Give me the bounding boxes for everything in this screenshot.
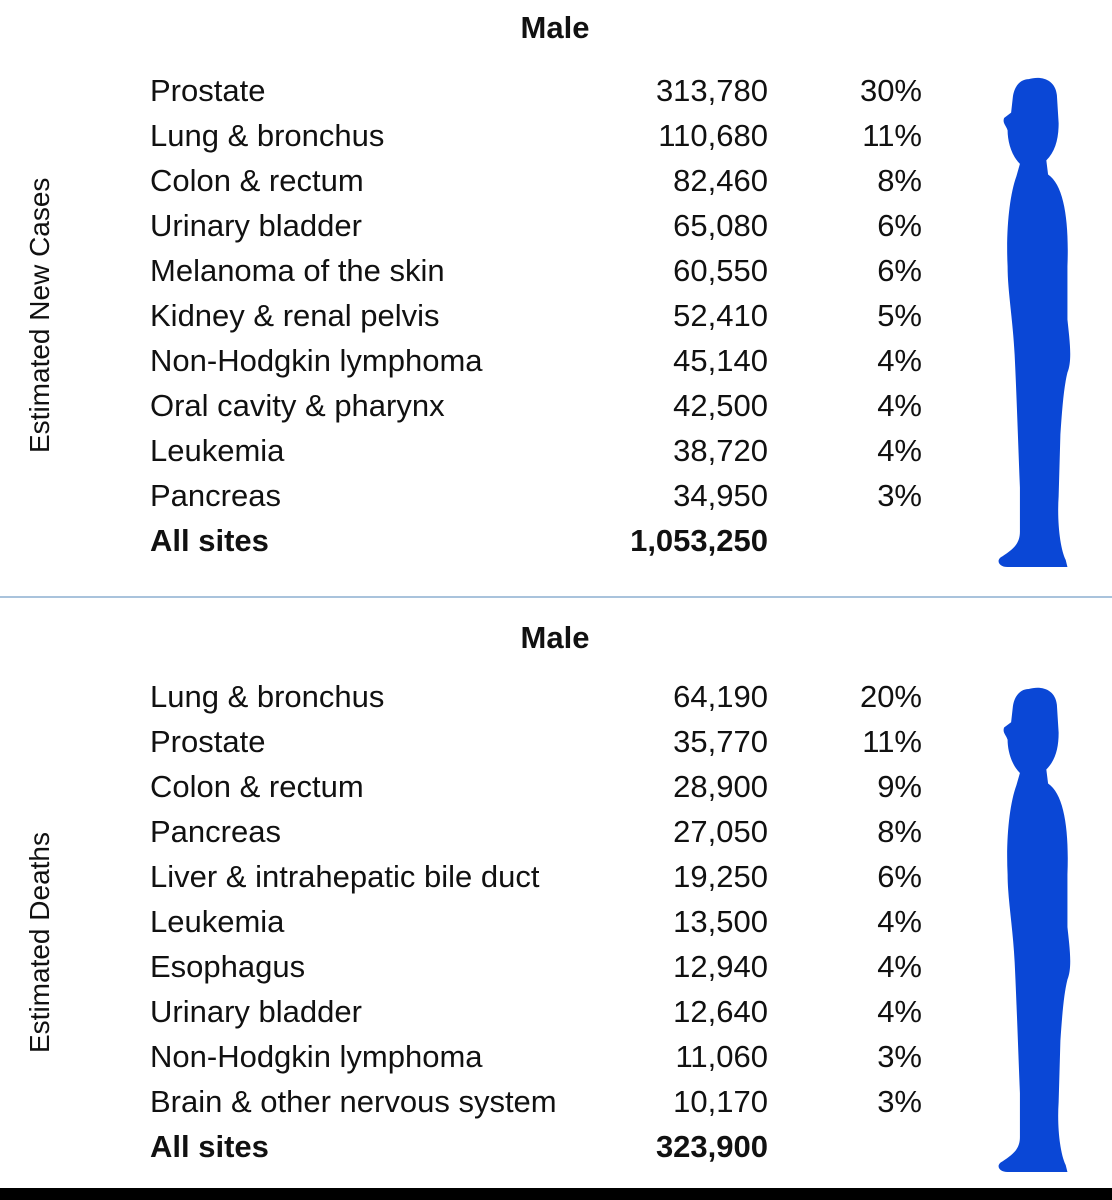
percent: 11% — [862, 724, 922, 759]
site-name: Non-Hodgkin lymphoma — [150, 343, 483, 378]
percent: 4% — [877, 949, 922, 984]
percent: 6% — [877, 859, 922, 894]
site-name: Oral cavity & pharynx — [150, 388, 445, 423]
percent: 6% — [877, 208, 922, 243]
table-row: Leukemia 13,500 4% — [0, 899, 960, 944]
total-count: 1,053,250 — [630, 523, 768, 558]
table-row: Brain & other nervous system 10,170 3% — [0, 1079, 960, 1124]
death-count: 64,190 — [673, 679, 768, 714]
percent: 4% — [877, 433, 922, 468]
total-row: All sites 323,900 — [0, 1124, 960, 1169]
site-name: Lung & bronchus — [150, 679, 385, 714]
percent: 5% — [877, 298, 922, 333]
case-count: 82,460 — [673, 163, 768, 198]
death-count: 13,500 — [673, 904, 768, 939]
new-cases-section: Male Estimated New Cases Prostate 313,78… — [0, 0, 1112, 596]
site-name: Esophagus — [150, 949, 306, 984]
site-name: Leukemia — [150, 904, 285, 939]
death-count: 10,170 — [673, 1084, 768, 1119]
percent: 11% — [862, 118, 922, 153]
site-name: Prostate — [150, 724, 266, 759]
death-count: 28,900 — [673, 769, 768, 804]
percent: 4% — [877, 904, 922, 939]
percent: 4% — [877, 994, 922, 1029]
percent: 3% — [877, 1084, 922, 1119]
percent: 3% — [877, 1039, 922, 1074]
percent: 3% — [877, 478, 922, 513]
sex-title: Male — [520, 620, 590, 655]
table-rows: Prostate 313,780 30% Lung & bronchus 110… — [0, 68, 960, 563]
percent: 20% — [859, 679, 922, 714]
site-name: Non-Hodgkin lymphoma — [150, 1039, 483, 1074]
table-row: Lung & bronchus 64,190 20% — [0, 674, 960, 719]
table-row: Liver & intrahepatic bile duct 19,250 6% — [0, 854, 960, 899]
table-row: Kidney & renal pelvis 52,410 5% — [0, 293, 960, 338]
site-name: Colon & rectum — [150, 769, 364, 804]
table-rows: Lung & bronchus 64,190 20% Prostate 35,7… — [0, 674, 960, 1169]
death-count: 27,050 — [673, 814, 768, 849]
percent: 9% — [877, 769, 922, 804]
site-name: Kidney & renal pelvis — [150, 298, 440, 333]
site-name: Lung & bronchus — [150, 118, 385, 153]
table-row: Colon & rectum 28,900 9% — [0, 764, 960, 809]
table-row: Prostate 35,770 11% — [0, 719, 960, 764]
site-name: Pancreas — [150, 814, 281, 849]
case-count: 34,950 — [673, 478, 768, 513]
site-name: Melanoma of the skin — [150, 253, 445, 288]
table-row: Colon & rectum 82,460 8% — [0, 158, 960, 203]
death-count: 35,770 — [673, 724, 768, 759]
death-count: 11,060 — [675, 1039, 768, 1074]
table-row: Urinary bladder 65,080 6% — [0, 203, 960, 248]
death-count: 12,640 — [673, 994, 768, 1029]
site-name: Urinary bladder — [150, 208, 362, 243]
table-row: Lung & bronchus 110,680 11% — [0, 113, 960, 158]
percent: 4% — [877, 388, 922, 423]
male-silhouette-icon — [990, 682, 1078, 1172]
percent: 8% — [877, 814, 922, 849]
total-count: 323,900 — [655, 1129, 768, 1164]
case-count: 42,500 — [673, 388, 768, 423]
percent: 30% — [859, 73, 922, 108]
total-label: All sites — [150, 523, 269, 558]
table-row: Non-Hodgkin lymphoma 11,060 3% — [0, 1034, 960, 1079]
site-name: Liver & intrahepatic bile duct — [150, 859, 540, 894]
site-name: Pancreas — [150, 478, 281, 513]
site-name: Colon & rectum — [150, 163, 364, 198]
sex-title: Male — [520, 10, 590, 45]
table-row: Oral cavity & pharynx 42,500 4% — [0, 383, 960, 428]
case-count: 38,720 — [673, 433, 768, 468]
case-count: 60,550 — [673, 253, 768, 288]
site-name: Prostate — [150, 73, 266, 108]
table-row: Pancreas 34,950 3% — [0, 473, 960, 518]
bottom-bar — [0, 1188, 1112, 1200]
percent: 4% — [877, 343, 922, 378]
table-row: Esophagus 12,940 4% — [0, 944, 960, 989]
percent: 6% — [877, 253, 922, 288]
case-count: 110,680 — [658, 118, 768, 153]
total-row: All sites 1,053,250 — [0, 518, 960, 563]
death-count: 19,250 — [673, 859, 768, 894]
site-name: Brain & other nervous system — [150, 1084, 557, 1119]
case-count: 313,780 — [655, 73, 768, 108]
case-count: 45,140 — [673, 343, 768, 378]
table-row: Pancreas 27,050 8% — [0, 809, 960, 854]
table-row: Urinary bladder 12,640 4% — [0, 989, 960, 1034]
total-label: All sites — [150, 1129, 269, 1164]
section-divider — [0, 596, 1112, 598]
table-row: Prostate 313,780 30% — [0, 68, 960, 113]
case-count: 52,410 — [673, 298, 768, 333]
percent: 8% — [877, 163, 922, 198]
table-row: Non-Hodgkin lymphoma 45,140 4% — [0, 338, 960, 383]
death-count: 12,940 — [673, 949, 768, 984]
table-row: Melanoma of the skin 60,550 6% — [0, 248, 960, 293]
case-count: 65,080 — [673, 208, 768, 243]
site-name: Urinary bladder — [150, 994, 362, 1029]
table-row: Leukemia 38,720 4% — [0, 428, 960, 473]
deaths-section: Male Estimated Deaths Lung & bronchus 64… — [0, 598, 1112, 1188]
site-name: Leukemia — [150, 433, 285, 468]
male-silhouette-icon — [990, 72, 1078, 567]
